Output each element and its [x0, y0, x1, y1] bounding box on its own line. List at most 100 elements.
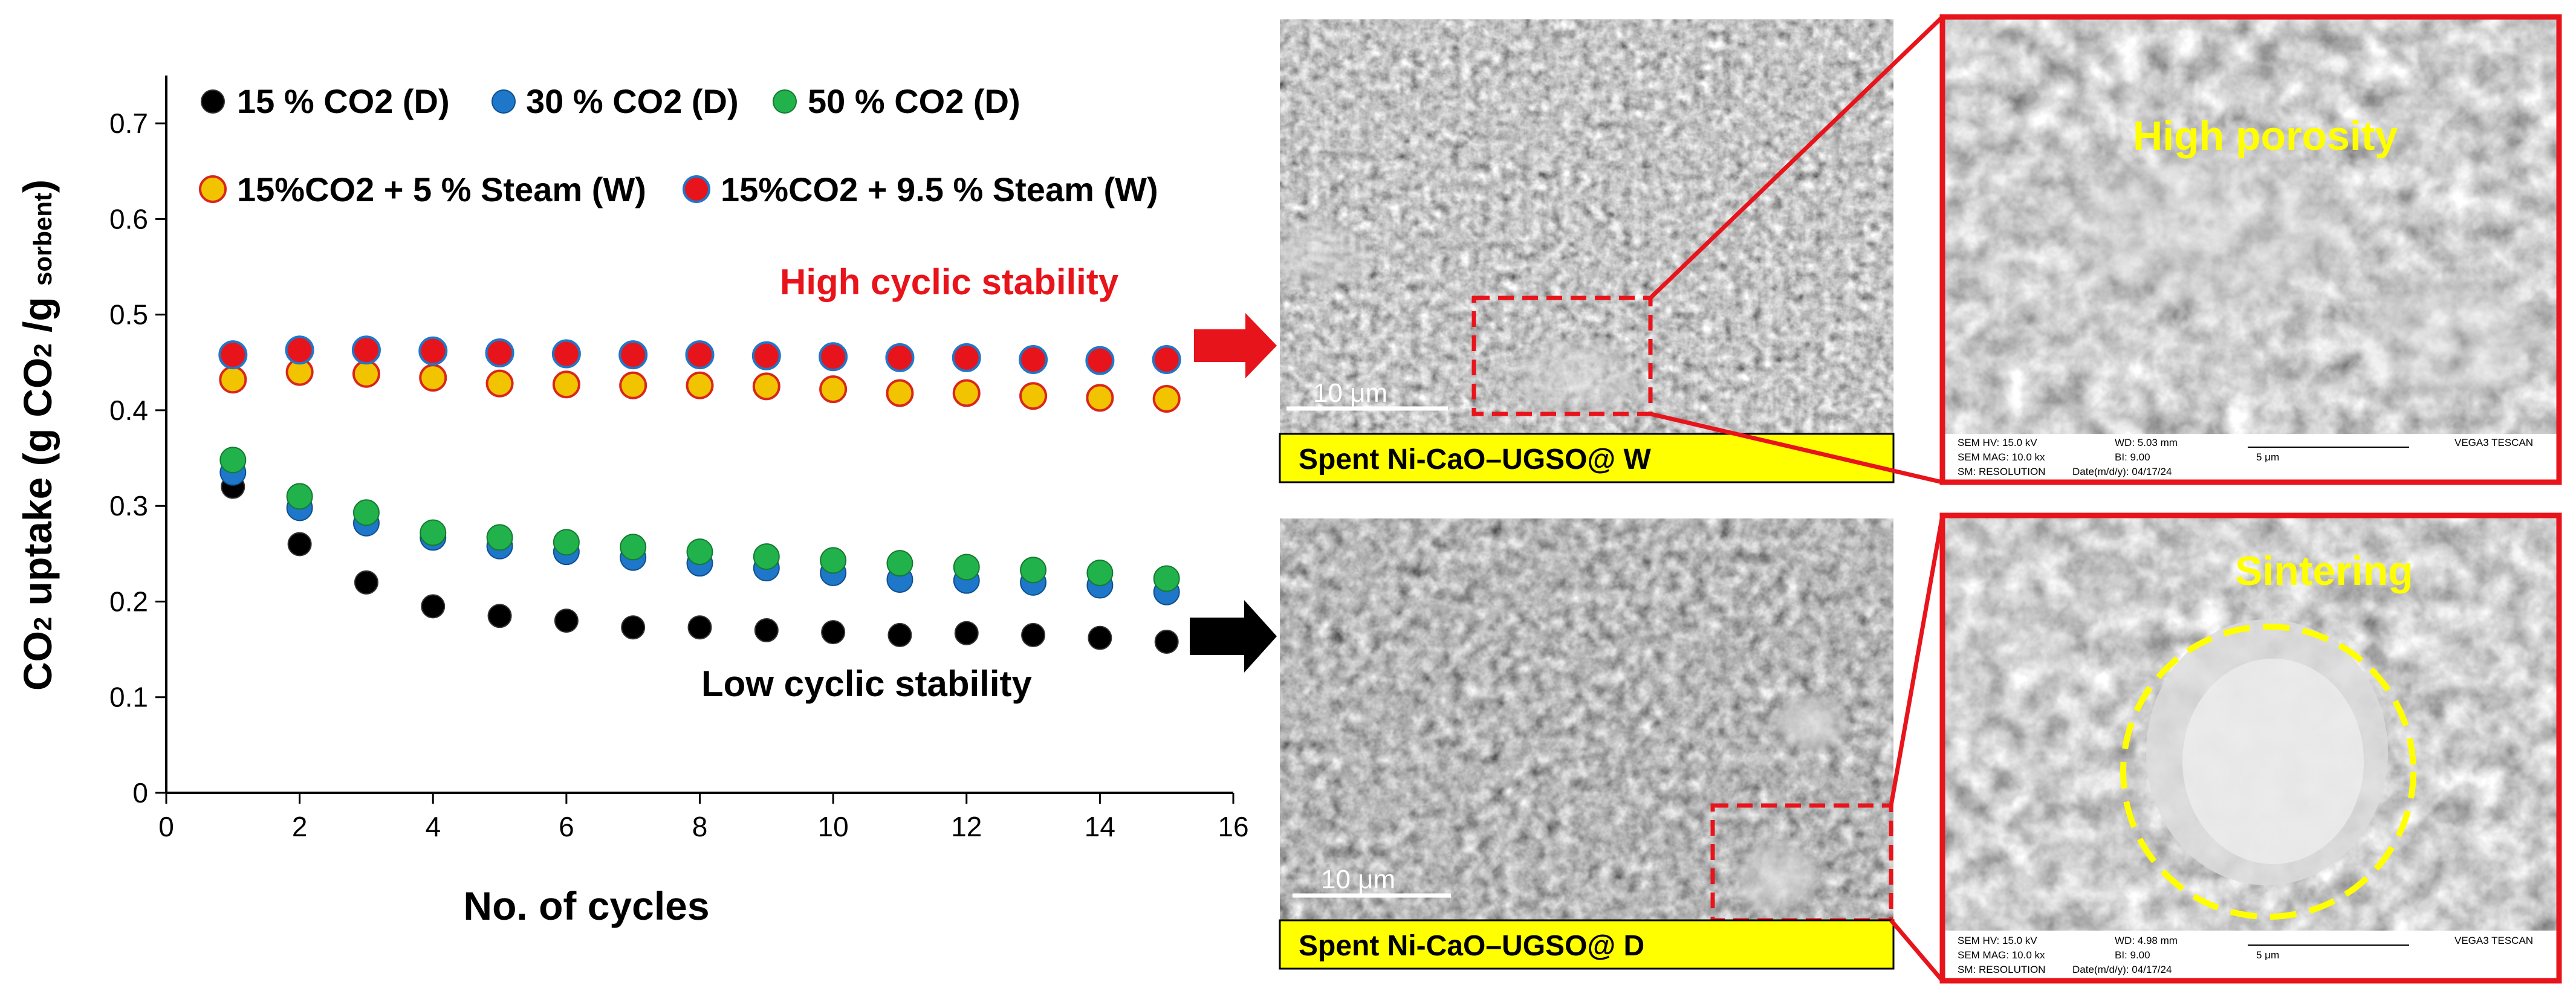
svg-text:SM: RESOLUTION: SM: RESOLUTION [1958, 964, 2045, 975]
data-point-15-co2-d- [887, 622, 912, 647]
y-tick-label: 0 [132, 777, 148, 809]
svg-text:SEM HV: 15.0 kV: SEM HV: 15.0 kV [1958, 935, 2037, 946]
zoom-label: High porosity [2133, 113, 2398, 159]
zoom-connector-line [1650, 412, 1943, 485]
zoom-label: Sintering [2235, 548, 2413, 594]
legend-item-9-5-steam-w: 15%CO2 + 9.5 % Steam (W) [683, 170, 1158, 208]
svg-text:SEM HV: 15.0 kV: SEM HV: 15.0 kV [1958, 437, 2037, 448]
data-point-15-co2-d- [821, 620, 846, 645]
data-point-15-co2-9-5-steam-w- [1019, 345, 1048, 375]
y-tick-label: 0.5 [109, 299, 148, 331]
x-tick-label: 10 [818, 811, 849, 842]
y-axis-label: CO2 uptake (g CO2 /g sorbent) [15, 179, 60, 691]
low-stability-annotation: Low cyclic stability [701, 664, 1032, 704]
y-tick-label: 0.4 [109, 395, 148, 426]
x-tick-label: 4 [425, 811, 441, 842]
data-point-50-co2-d- [352, 499, 380, 526]
x-tick-label: 16 [1218, 811, 1248, 842]
data-point-50-co2-d- [553, 529, 580, 556]
sem-zoom-bottom: SEM HV: 15.0 kV WD: 4.98 mm SEM MAG: 10.… [1939, 512, 2562, 984]
data-point-50-co2-d- [753, 543, 780, 570]
y-tick-label: 0.7 [109, 108, 148, 139]
data-point-15-co2-5-steam-w- [1152, 384, 1181, 413]
sem-info-bar [1942, 434, 2559, 482]
zoom-connector-line [1649, 15, 1944, 300]
data-point-50-co2-d- [1153, 565, 1180, 592]
data-point-50-co2-d- [953, 554, 980, 581]
data-point-50-co2-d- [620, 534, 647, 561]
x-tick-label: 2 [292, 811, 308, 842]
data-point-15-co2-9-5-steam-w- [952, 343, 981, 372]
data-point-15-co2-9-5-steam-w- [285, 335, 314, 365]
legend-marker [492, 89, 516, 114]
data-point-15-co2-9-5-steam-w- [751, 341, 781, 370]
data-point-15-co2-d- [754, 618, 779, 642]
zoom-connector-line [1889, 515, 1945, 806]
legend-marker [201, 89, 225, 114]
data-point-50-co2-d- [286, 483, 313, 510]
caption-box [1279, 919, 1895, 970]
scale-bar-label: 10 μm [1313, 378, 1387, 408]
sem-zoom-top: SEM HV: 15.0 kV WD: 5.03 mm SEM MAG: 10.… [1939, 14, 2562, 485]
y-tick-label: 0.2 [109, 586, 148, 617]
data-point-50-co2-d- [686, 538, 713, 566]
data-point-15-co2-9-5-steam-w- [618, 340, 648, 370]
svg-text:WD: 5.03 mm: WD: 5.03 mm [2115, 437, 2178, 448]
data-point-15-co2-9-5-steam-w- [218, 340, 248, 370]
caption-text: Spent Ni-CaO–UGSO@ D [1299, 930, 1644, 962]
data-point-15-co2-d- [1088, 625, 1112, 650]
data-point-15-co2-9-5-steam-w- [819, 342, 848, 372]
svg-text:Date(m/d/y): 04/17/24: Date(m/d/y): 04/17/24 [2072, 964, 2172, 975]
data-point-15-co2-5-steam-w- [752, 372, 780, 401]
data-points [218, 335, 1181, 654]
data-point-15-co2-9-5-steam-w- [685, 340, 715, 370]
data-point-15-co2-5-steam-w- [552, 370, 580, 399]
data-point-15-co2-5-steam-w- [1019, 382, 1048, 410]
legend-marker [773, 89, 797, 114]
data-point-15-co2-d- [554, 609, 579, 633]
data-point-15-co2-5-steam-w- [419, 364, 447, 392]
legend-label: 15 % CO2 (D) [237, 82, 450, 120]
high-stability-annotation: High cyclic stability [780, 262, 1119, 302]
zoom-frame [1939, 512, 2562, 984]
zoom-connector-line [1889, 919, 1944, 983]
data-point-15-co2-5-steam-w- [952, 379, 981, 407]
legend-label: 50 % CO2 (D) [808, 82, 1020, 120]
sem-info-text: SEM HV: 15.0 kV WD: 4.98 mm SEM MAG: 10.… [1958, 935, 2533, 975]
data-point-15-co2-5-steam-w- [619, 371, 647, 399]
x-tick-label: 12 [951, 811, 982, 842]
svg-text:SEM MAG: 10.0 kx: SEM MAG: 10.0 kx [1958, 949, 2045, 961]
x-axis-label: No. of cycles [463, 883, 709, 928]
svg-text:5 μm: 5 μm [2256, 451, 2279, 463]
data-point-15-co2-5-steam-w- [886, 379, 914, 407]
sem-image-bottom: 10 μm Spent Ni-CaO–UGSO@ D [1279, 518, 1895, 970]
svg-text:Date(m/d/y): 04/17/24: Date(m/d/y): 04/17/24 [2072, 466, 2172, 477]
data-point-15-co2-9-5-steam-w- [1085, 346, 1115, 375]
data-point-50-co2-d- [820, 547, 847, 574]
svg-text:WD: 4.98 mm: WD: 4.98 mm [2115, 935, 2178, 946]
legend-label: 15%CO2 + 5 % Steam (W) [237, 170, 646, 208]
data-point-15-co2-9-5-steam-w- [1152, 345, 1181, 375]
y-tick-label: 0.6 [109, 203, 148, 234]
sem-image-top: 10 μm Spent Ni-CaO–UGSO@ W [1279, 19, 1895, 483]
caption-box [1279, 433, 1895, 483]
data-point-15-co2-5-steam-w- [219, 366, 247, 394]
data-point-15-co2-5-steam-w- [819, 375, 848, 404]
red-arrow [1194, 313, 1277, 378]
svg-text:BI: 9.00: BI: 9.00 [2115, 451, 2150, 463]
legend-item-5-steam-w: 15%CO2 + 5 % Steam (W) [199, 170, 646, 208]
x-tick-label: 8 [692, 811, 708, 842]
data-point-15-co2-d- [354, 570, 378, 595]
data-point-15-co2-d- [487, 604, 512, 628]
black-arrow [1190, 600, 1277, 673]
data-point-50-co2-d- [219, 447, 247, 474]
data-point-50-co2-d- [1020, 557, 1047, 584]
data-point-15-co2-9-5-steam-w- [351, 335, 381, 365]
sem-info-bar [1942, 931, 2559, 981]
data-point-50-co2-d- [1086, 559, 1114, 586]
svg-text:VEGA3 TESCAN: VEGA3 TESCAN [2454, 935, 2533, 946]
data-point-15-co2-d- [287, 532, 312, 557]
legend-item-30-co2-d: 30 % CO2 (D) [492, 82, 739, 120]
legend-item-15-co2-d: 15 % CO2 (D) [201, 82, 450, 120]
